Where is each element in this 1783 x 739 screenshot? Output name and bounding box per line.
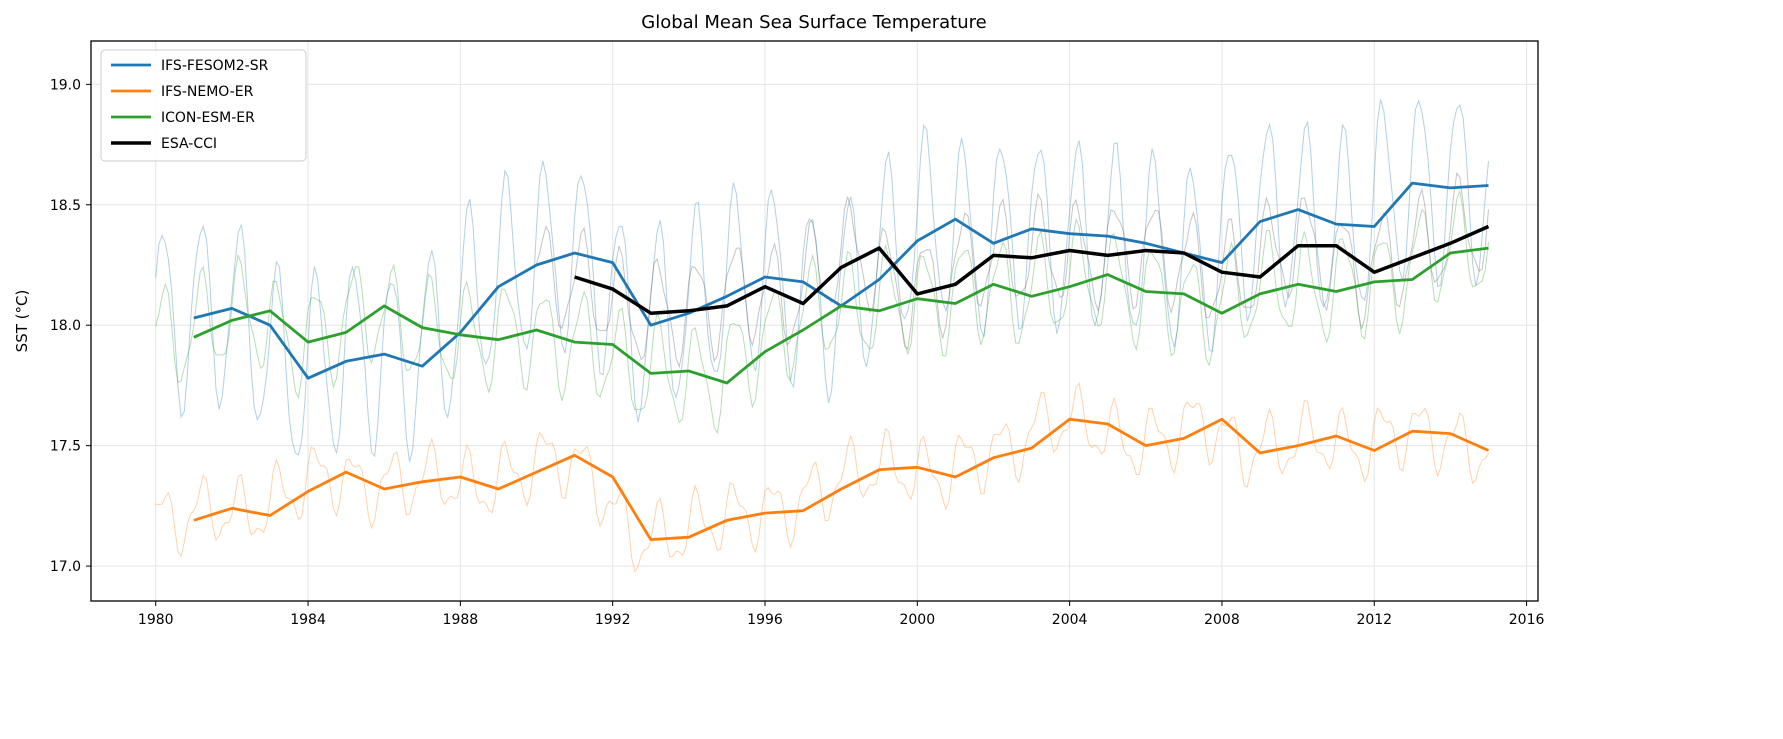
y-tick-label: 18.5 — [50, 198, 81, 214]
x-tick-label: 1980 — [138, 612, 174, 628]
legend-label: ICON-ESM-ER — [161, 110, 255, 126]
x-tick-label: 1988 — [443, 612, 479, 628]
legend-label: ESA-CCI — [161, 136, 217, 152]
x-tick-label: 2008 — [1204, 612, 1240, 628]
chart-title: Global Mean Sea Surface Temperature — [641, 12, 986, 33]
x-tick-label: 2016 — [1509, 612, 1545, 628]
x-axis: 1980 1984 1988 1992 1996 2000 2004 2008 2012 2016 — [138, 601, 1545, 628]
y-tick-label: 18.0 — [50, 318, 81, 334]
grid — [91, 41, 1538, 601]
x-tick-label: 2012 — [1356, 612, 1392, 628]
legend-label: IFS-FESOM2-SR — [161, 58, 269, 74]
y-tick-label: 17.5 — [50, 439, 81, 455]
y-axis-label: SST (°C) — [13, 290, 31, 353]
y-tick-label: 17.0 — [50, 559, 81, 575]
monthly-line-3 — [537, 173, 1489, 366]
x-tick-label: 1992 — [595, 612, 631, 628]
monthly-line-0 — [156, 100, 1489, 463]
x-tick-label: 2000 — [899, 612, 935, 628]
y-tick-label: 19.0 — [50, 77, 81, 93]
annual-line-3 — [575, 227, 1489, 314]
y-axis: 17.0 17.5 18.0 18.5 19.0 — [50, 77, 91, 575]
legend-label: IFS-NEMO-ER — [161, 84, 254, 100]
legend: IFS-FESOM2-SR IFS-NEMO-ER ICON-ESM-ER ESA-C… — [101, 50, 306, 161]
annual-line-0 — [194, 183, 1489, 378]
x-tick-label: 1984 — [290, 612, 326, 628]
x-tick-label: 1996 — [747, 612, 783, 628]
x-tick-label: 2004 — [1052, 612, 1088, 628]
monthly-line-2 — [156, 192, 1489, 433]
